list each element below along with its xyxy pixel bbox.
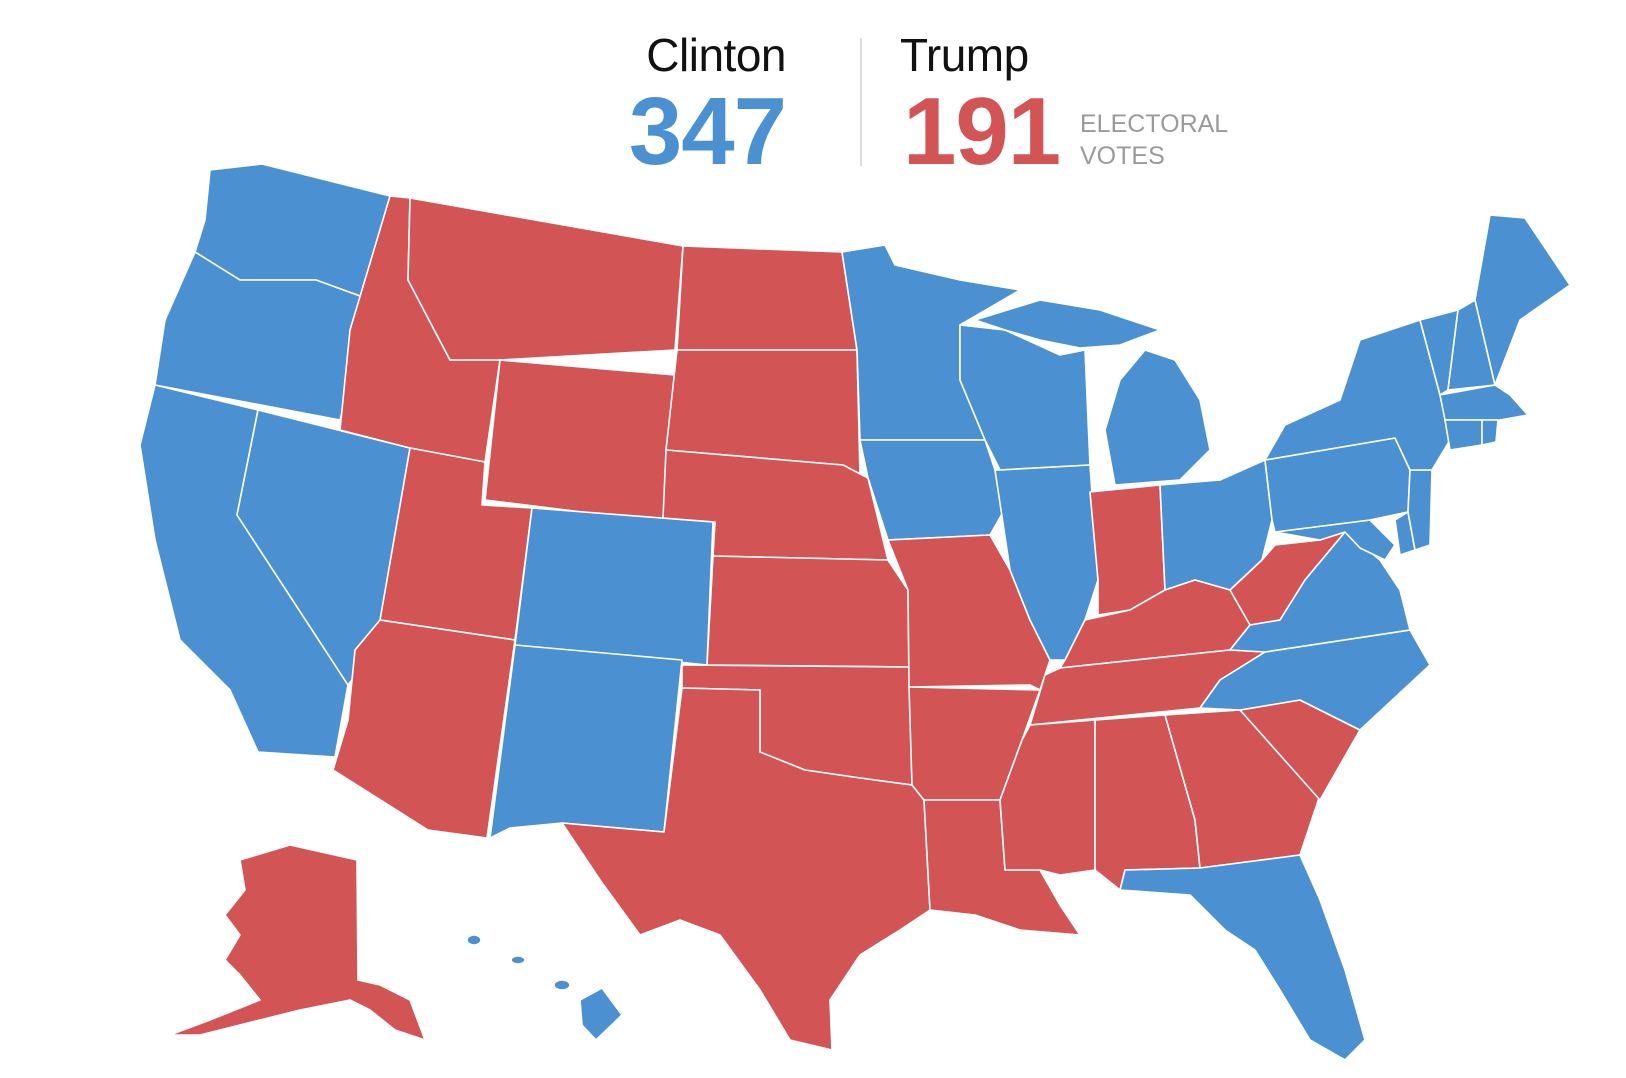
state-ME[interactable] [1474,214,1571,386]
state-NC[interactable] [1199,629,1431,731]
state-CO[interactable] [514,507,714,666]
state-ND[interactable] [676,245,858,351]
electoral-votes-trump: 191 [903,78,1061,185]
state-HI-oahu[interactable] [510,955,526,965]
state-TX[interactable] [561,687,931,1051]
state-NM[interactable] [489,644,683,839]
state-MT[interactable] [407,197,684,361]
state-WY[interactable] [484,359,676,523]
state-HI-maui[interactable] [553,979,571,991]
candidate-name-clinton: Clinton [646,29,786,81]
state-KS[interactable] [706,555,910,668]
electoral-votes-label-line2: VOTES [1080,142,1165,170]
state-IN[interactable] [1089,484,1166,616]
state-IA[interactable] [859,439,1011,541]
electoral-header: Clinton Trump 347 191 ELECTORAL VOTES [0,0,1626,180]
state-CT[interactable] [1444,419,1483,451]
state-MD[interactable] [1274,519,1396,561]
state-HI[interactable] [579,987,623,1041]
electoral-votes-label-line1: ELECTORAL [1080,110,1229,138]
header-divider [860,38,862,166]
state-VA[interactable] [1229,531,1411,653]
state-AZ[interactable] [332,619,516,839]
state-AK[interactable] [169,844,426,1041]
state-MI-UP[interactable] [974,299,1161,349]
state-HI-kauai[interactable] [466,934,482,946]
state-RI[interactable] [1481,419,1499,446]
candidate-name-trump: Trump [900,29,1029,81]
state-MI[interactable] [1104,349,1211,486]
electoral-votes-clinton: 347 [628,78,787,185]
state-FL[interactable] [1119,854,1366,1061]
electoral-votes-label: ELECTORAL VOTES [1080,108,1228,172]
